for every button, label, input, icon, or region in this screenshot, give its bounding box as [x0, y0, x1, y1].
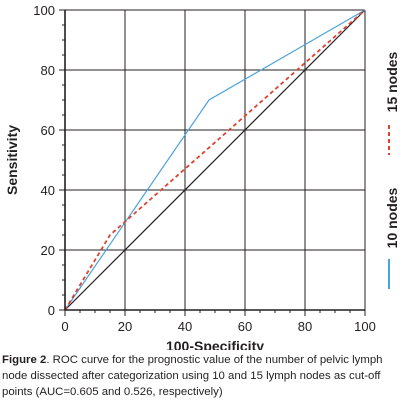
legend-label-1: 10 nodes [384, 187, 400, 248]
y-tick-label: 40 [41, 183, 55, 198]
x-tick-label: 100 [354, 319, 376, 334]
y-tick-label: 100 [33, 3, 55, 18]
series-line-1 [64, 9, 366, 311]
y-tick-label: 60 [41, 123, 55, 138]
series-lines [64, 9, 366, 311]
roc-chart: 0 20 40 60 80 100 0 20 40 60 80 100 100-Specificity… [4, 3, 400, 350]
legend-label-0: 15 nodes [384, 51, 400, 112]
axes [59, 9, 366, 316]
x-tick-label: 80 [298, 319, 312, 334]
tick-labels: 0 20 40 60 80 100 0 20 40 60 80 100 [33, 3, 376, 334]
y-axis-label: Sensitivity [4, 125, 20, 195]
caption-label: Figure 2 [2, 354, 47, 366]
caption-text: . ROC curve for the prognostic value of … [2, 354, 383, 398]
legend: 15 nodes 10 nodes [384, 51, 400, 289]
y-tick-label: 0 [48, 303, 55, 318]
grid-lines [64, 9, 366, 311]
x-tick-label: 20 [118, 319, 132, 334]
series-line-2 [64, 9, 366, 311]
x-tick-label: 40 [178, 319, 192, 334]
y-tick-label: 20 [41, 243, 55, 258]
y-tick-label: 80 [41, 63, 55, 78]
figure-caption: Figure 2. ROC curve for the prognostic v… [2, 352, 402, 400]
series-line-0 [64, 9, 366, 311]
x-tick-label: 0 [61, 319, 68, 334]
x-axis-label: 100-Specificity [166, 338, 264, 350]
x-tick-label: 60 [238, 319, 252, 334]
